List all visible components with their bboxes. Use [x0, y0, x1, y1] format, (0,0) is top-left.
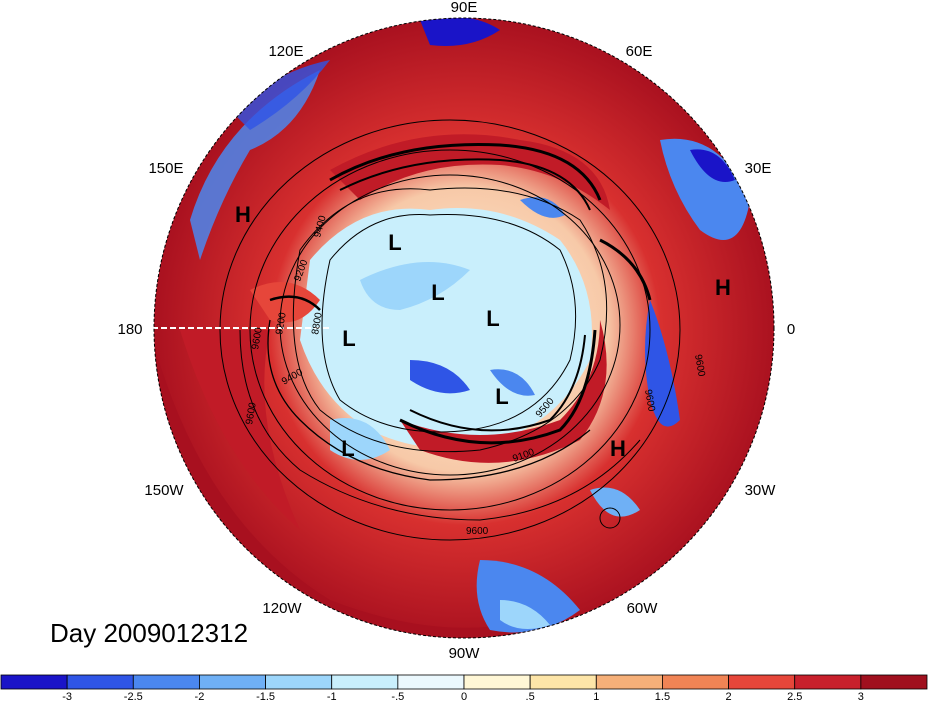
- colorbar-tick-label: -.5: [391, 691, 404, 702]
- colorbar-tick-label: -3: [62, 691, 72, 702]
- lon-label-60w: 60W: [627, 600, 659, 617]
- lon-label-180: 180: [117, 321, 142, 338]
- contour-label: 9600: [466, 526, 489, 537]
- colorbar-swatch: [265, 674, 333, 690]
- colorbar: -3 -2.5 -2 -1.5 -1 -.5 0 .5 1 1.5 2 2.5 3: [0, 674, 928, 702]
- lon-label-60e: 60E: [626, 43, 653, 60]
- contour-label: 9600: [244, 401, 259, 425]
- lon-label-90w: 90W: [449, 645, 481, 662]
- high-pressure-marker: H: [715, 275, 731, 300]
- contour-label: 9200: [274, 311, 289, 335]
- colorbar-swatch: [794, 674, 862, 690]
- lon-label-0: 0: [787, 321, 795, 338]
- lon-label-150w: 150W: [144, 482, 184, 499]
- colorbar-swatch: [860, 674, 928, 690]
- contour-label: 9600: [692, 354, 707, 378]
- colorbar-swatch: [529, 674, 597, 690]
- colorbar-tick-label: -2.5: [124, 691, 143, 702]
- colorbar-swatch: [595, 674, 663, 690]
- colorbar-swatch: [463, 674, 531, 690]
- contour-label: 9600: [250, 326, 265, 350]
- colorbar-tick-label: 2.5: [787, 691, 802, 702]
- colorbar-tick-label: -1.5: [256, 691, 275, 702]
- lon-label-150e: 150E: [148, 160, 183, 177]
- lon-label-30w: 30W: [745, 482, 777, 499]
- colorbar-tick-label: -2: [195, 691, 205, 702]
- low-pressure-marker: L: [486, 306, 499, 331]
- lon-label-30e: 30E: [745, 160, 772, 177]
- map-border: [153, 17, 775, 639]
- colorbar-tick-label: 0: [461, 691, 467, 702]
- longitude-labels: 90E 60E 30E 0 30W 60W 90W 120W 150W 180 …: [117, 0, 795, 662]
- high-pressure-marker: H: [235, 202, 251, 227]
- colorbar-tick-label: .5: [526, 691, 535, 702]
- colorbar-swatch: [397, 674, 465, 690]
- contour-label: 8800: [310, 311, 325, 335]
- low-pressure-marker: L: [431, 280, 444, 305]
- colorbar-swatch: [728, 674, 796, 690]
- colorbar-tick-label: 3: [858, 691, 864, 702]
- height-contours: [219, 119, 681, 541]
- colorbar-tick-label: 1: [593, 691, 599, 702]
- colorbar-tick-label: 2: [726, 691, 732, 702]
- lon-label-120e: 120E: [268, 43, 303, 60]
- colorbar-swatch: [199, 674, 266, 690]
- colorbar-tick-label: 1.5: [655, 691, 670, 702]
- date-label: Day 2009012312: [50, 618, 249, 648]
- colorbar-tick-label: -1: [327, 691, 337, 702]
- colorbar-swatch: [66, 674, 134, 690]
- lon-label-120w: 120W: [262, 600, 302, 617]
- colorbar-swatch: [132, 674, 200, 690]
- high-pressure-marker: H: [610, 436, 626, 461]
- low-pressure-marker: L: [341, 436, 354, 461]
- colorbar-swatch: [0, 674, 68, 690]
- low-pressure-marker: L: [388, 230, 401, 255]
- low-pressure-marker: L: [342, 326, 355, 351]
- colorbar-swatch: [331, 674, 399, 690]
- colorbar-swatch: [662, 674, 729, 690]
- contour-label: 9600: [642, 389, 657, 413]
- lon-label-90e: 90E: [451, 0, 478, 16]
- pressure-system-markers: H H H L L L L L L: [235, 202, 731, 461]
- low-pressure-marker: L: [495, 384, 508, 409]
